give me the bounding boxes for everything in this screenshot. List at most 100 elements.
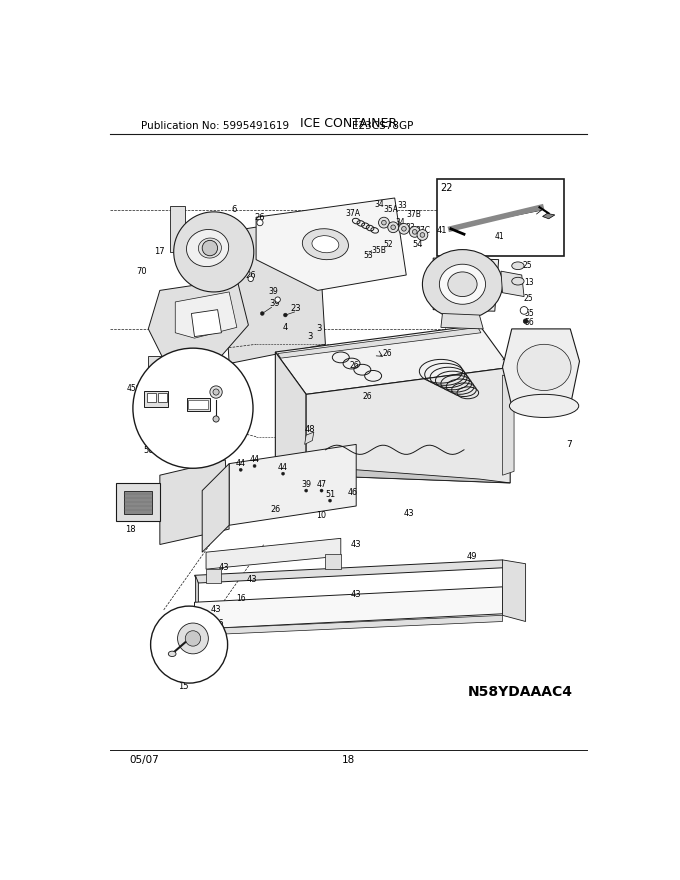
Text: 45D: 45D <box>211 386 227 395</box>
Ellipse shape <box>517 344 571 391</box>
Text: 37B: 37B <box>407 210 422 219</box>
Circle shape <box>239 468 242 472</box>
Text: 52: 52 <box>384 239 393 249</box>
Text: 51: 51 <box>325 490 335 499</box>
Text: 17: 17 <box>154 247 165 256</box>
Text: 54: 54 <box>413 239 423 249</box>
Circle shape <box>412 230 417 234</box>
Text: ICE CONTAINER: ICE CONTAINER <box>300 117 397 130</box>
Text: 70: 70 <box>136 267 147 275</box>
Polygon shape <box>160 459 229 545</box>
Text: 26: 26 <box>245 270 256 280</box>
Polygon shape <box>433 258 498 312</box>
Polygon shape <box>503 560 526 621</box>
Text: 43: 43 <box>218 563 229 572</box>
Circle shape <box>213 389 219 395</box>
Text: Publication No: 5995491619: Publication No: 5995491619 <box>141 121 289 131</box>
Text: 43: 43 <box>211 605 222 614</box>
Circle shape <box>275 297 280 303</box>
Text: 35B: 35B <box>372 246 387 255</box>
Text: 26: 26 <box>270 504 280 514</box>
Polygon shape <box>503 329 579 406</box>
Text: 22: 22 <box>440 183 453 193</box>
Text: 45A: 45A <box>156 423 171 432</box>
Text: 13: 13 <box>525 278 534 287</box>
Text: 55: 55 <box>524 309 534 318</box>
Text: 6: 6 <box>232 205 237 214</box>
Circle shape <box>305 489 307 492</box>
Ellipse shape <box>199 238 222 258</box>
Text: 43: 43 <box>247 575 258 583</box>
Polygon shape <box>206 569 222 583</box>
Circle shape <box>257 219 263 226</box>
Text: E23CS78GP: E23CS78GP <box>352 121 413 131</box>
Polygon shape <box>158 392 167 402</box>
Ellipse shape <box>512 262 524 269</box>
Circle shape <box>520 306 528 314</box>
Circle shape <box>398 224 409 234</box>
Circle shape <box>284 313 287 317</box>
Circle shape <box>150 606 228 683</box>
Polygon shape <box>194 587 503 629</box>
Text: 15: 15 <box>177 683 188 692</box>
Polygon shape <box>144 391 167 407</box>
Polygon shape <box>116 483 160 521</box>
Text: 46: 46 <box>348 488 358 496</box>
Polygon shape <box>192 310 222 336</box>
Text: N58YDAAAC4: N58YDAAAC4 <box>468 686 573 700</box>
Text: 41: 41 <box>494 232 505 241</box>
Polygon shape <box>124 491 152 514</box>
Ellipse shape <box>439 264 486 304</box>
Text: 45B: 45B <box>201 392 216 401</box>
Circle shape <box>282 472 285 475</box>
Polygon shape <box>543 214 555 219</box>
Text: 34: 34 <box>395 218 405 227</box>
Polygon shape <box>194 576 199 602</box>
Polygon shape <box>188 400 207 409</box>
Text: 25: 25 <box>522 261 532 270</box>
Circle shape <box>320 489 323 492</box>
Circle shape <box>173 212 254 292</box>
Circle shape <box>177 623 208 654</box>
Polygon shape <box>147 392 156 402</box>
Text: 2: 2 <box>501 359 507 368</box>
Text: 05/07: 05/07 <box>129 755 159 765</box>
Circle shape <box>260 312 265 315</box>
Polygon shape <box>187 398 210 410</box>
Polygon shape <box>305 432 314 444</box>
Ellipse shape <box>169 651 176 656</box>
Text: 56: 56 <box>524 319 534 327</box>
Circle shape <box>388 222 398 232</box>
Ellipse shape <box>303 229 348 260</box>
Ellipse shape <box>422 250 503 319</box>
Text: 26: 26 <box>363 392 373 401</box>
Text: 23: 23 <box>291 304 301 312</box>
Text: 10: 10 <box>317 510 326 520</box>
Text: 25: 25 <box>524 294 534 303</box>
Polygon shape <box>170 206 185 252</box>
Polygon shape <box>148 356 167 391</box>
Circle shape <box>328 499 332 502</box>
Text: 39: 39 <box>269 299 280 308</box>
Text: 50: 50 <box>143 446 154 455</box>
Circle shape <box>213 416 219 422</box>
Text: 26: 26 <box>382 349 392 358</box>
Polygon shape <box>256 198 406 290</box>
Polygon shape <box>194 615 503 635</box>
Text: 49: 49 <box>466 552 477 561</box>
Circle shape <box>202 240 218 256</box>
Circle shape <box>210 385 222 398</box>
Text: 39: 39 <box>268 288 278 297</box>
Text: 41: 41 <box>437 226 447 235</box>
Text: 33: 33 <box>405 223 415 231</box>
Circle shape <box>381 220 386 225</box>
Text: 16: 16 <box>213 619 224 627</box>
Text: 45: 45 <box>171 362 180 370</box>
Ellipse shape <box>448 272 477 297</box>
Circle shape <box>417 230 428 240</box>
Polygon shape <box>229 444 356 525</box>
Polygon shape <box>202 464 229 553</box>
Text: 3: 3 <box>317 325 322 334</box>
Circle shape <box>391 225 396 230</box>
Circle shape <box>133 348 253 468</box>
